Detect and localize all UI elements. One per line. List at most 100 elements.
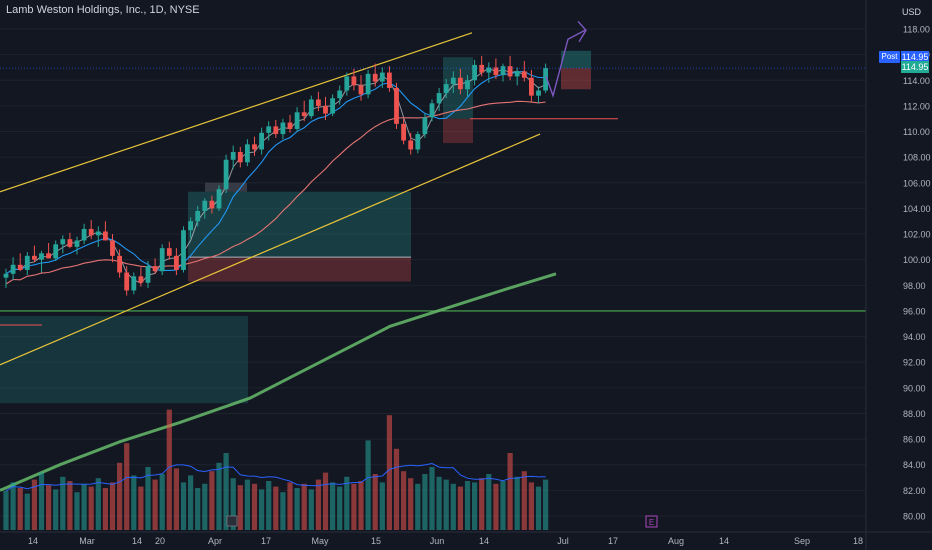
volume-bar — [422, 474, 428, 530]
volume-bar — [102, 488, 108, 530]
candle-body — [88, 228, 94, 236]
candle-body — [188, 221, 193, 231]
candle-body — [301, 112, 307, 117]
volume-bar — [472, 482, 478, 530]
candle-body — [124, 272, 130, 291]
candle-body — [81, 228, 87, 241]
volume-bar — [17, 488, 23, 530]
volume-bar — [159, 474, 165, 530]
volume-bar — [337, 486, 343, 530]
volume-bar — [60, 476, 66, 530]
candle-body — [152, 266, 158, 272]
candle-body — [330, 98, 335, 114]
price-tick-label: 98.00 — [903, 281, 926, 291]
volume-bar — [74, 492, 80, 530]
arrow-head — [577, 20, 587, 43]
stop-zone — [188, 257, 411, 282]
volume-bar — [315, 479, 321, 530]
ma-mid-line — [5, 100, 546, 285]
volume-bar — [479, 478, 485, 530]
volume-bar — [486, 474, 492, 530]
volume-bar — [131, 475, 137, 530]
candle-body — [529, 77, 534, 96]
candle-body — [209, 200, 215, 209]
volume-bar — [195, 488, 201, 530]
volume-bar — [266, 481, 272, 530]
position-stop — [561, 68, 591, 90]
candle-body — [316, 99, 321, 106]
volume-bar — [500, 481, 506, 530]
time-tick-label: 17 — [261, 536, 271, 546]
volume-bar — [308, 489, 314, 530]
candle-body — [500, 66, 506, 76]
time-tick-label: Jul — [557, 536, 569, 546]
candle-body — [443, 84, 449, 94]
candle-body — [323, 105, 328, 114]
candle-body — [24, 255, 30, 270]
candle-body — [337, 90, 343, 99]
volume-bar — [429, 467, 435, 530]
volume-bar — [535, 486, 542, 530]
volume-ma-line — [5, 462, 546, 492]
currency-label[interactable]: USD — [902, 7, 922, 17]
candle-body — [521, 71, 527, 78]
candle-body — [372, 73, 378, 82]
volume-bar — [46, 485, 52, 530]
volume-bar — [259, 489, 265, 530]
volume-bar — [507, 453, 513, 530]
candle-body — [415, 134, 421, 150]
time-tick-label: 14 — [479, 536, 489, 546]
time-tick-label: 14 — [719, 536, 729, 546]
candle-body — [145, 266, 151, 283]
volume-bar — [81, 483, 87, 530]
volume-bar — [223, 453, 229, 530]
candle-body — [365, 73, 371, 95]
volume-bar — [273, 486, 279, 530]
candle-body — [53, 244, 59, 259]
candle-body — [159, 248, 165, 272]
candle-body — [17, 264, 23, 270]
time-tick-label: 14 — [28, 536, 38, 546]
volume-bar — [457, 486, 463, 530]
price-tick-label: 96.00 — [903, 306, 926, 316]
price-tick-label: 80.00 — [903, 512, 926, 522]
demand-zone — [0, 316, 248, 404]
volume-bar — [138, 486, 144, 530]
candle-body — [252, 144, 257, 150]
candle-body — [195, 210, 201, 222]
candle-body — [507, 66, 513, 77]
volume-bar — [244, 479, 250, 530]
volume-bar — [251, 483, 258, 530]
post-price-label: 114.95 — [901, 51, 929, 63]
volume-bar — [521, 471, 527, 530]
volume-bar — [287, 482, 293, 530]
candle-body — [103, 231, 108, 241]
volume-bar — [301, 483, 307, 530]
volume-bar — [88, 486, 94, 530]
candle-body — [67, 239, 73, 247]
volume-bar — [443, 479, 449, 530]
volume-bar — [145, 467, 151, 530]
candle-body — [223, 159, 229, 190]
price-tick-label: 94.00 — [903, 332, 926, 342]
candle-body — [401, 123, 406, 141]
volume-bar — [393, 448, 400, 530]
breakout-stop-box — [443, 118, 473, 144]
candle-body — [408, 140, 414, 150]
candle-body — [450, 77, 456, 85]
time-tick-label: 20 — [155, 536, 165, 546]
time-tick-label: Aug — [668, 536, 684, 546]
candle-body — [273, 126, 279, 135]
volume-bar — [237, 485, 243, 530]
volume-bar — [180, 482, 187, 530]
time-tick-label: Sep — [794, 536, 810, 546]
candle-body — [95, 231, 101, 236]
price-tick-label: 108.00 — [903, 153, 931, 163]
volume-bar — [38, 472, 45, 530]
volume-bar — [188, 475, 194, 530]
candle-body — [237, 152, 243, 163]
candle-body — [465, 80, 470, 90]
volume-bar — [124, 443, 130, 530]
